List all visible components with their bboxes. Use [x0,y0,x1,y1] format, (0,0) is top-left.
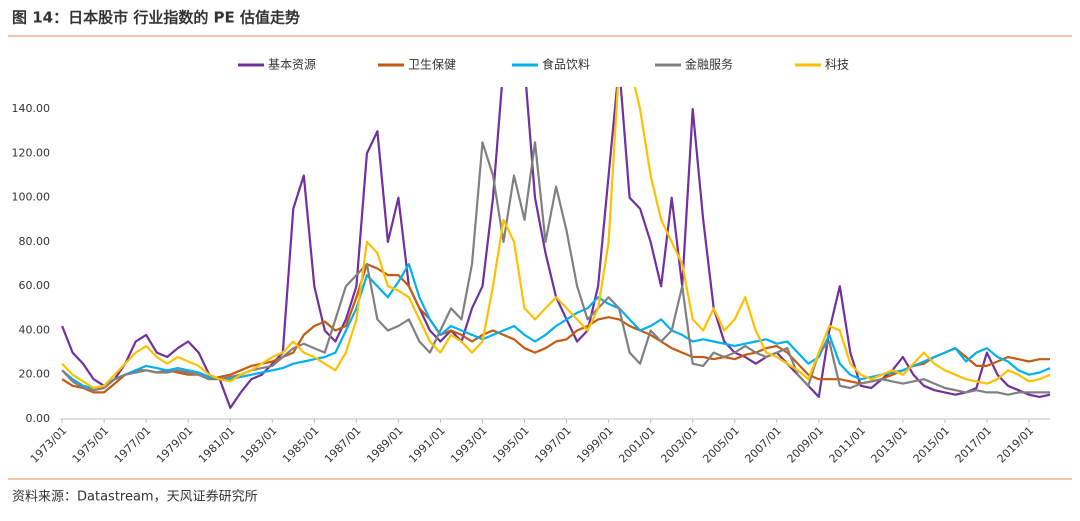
x-tick-label: 2009/01 [785,424,827,466]
y-tick-label: 0.00 [26,412,51,425]
legend-label: 食品饮料 [542,57,590,72]
x-tick-label: 1973/01 [28,424,70,466]
legend-label: 金融服务 [685,57,733,72]
x-tick-label: 2017/01 [953,424,995,466]
x-tick-label: 1989/01 [364,424,406,466]
x-tick-label: 1983/01 [238,424,280,466]
x-tick-label: 1981/01 [196,424,238,466]
series-line [61,87,1051,409]
legend-label: 基本资源 [268,58,316,72]
legend-label: 卫生保健 [408,58,456,72]
chart-title: 图 14：日本股市 行业指数的 PE 估值走势 [12,9,300,27]
y-tick-label: 140.00 [12,102,51,115]
series-line [61,87,1051,390]
plot-area [61,87,1051,409]
legend-label: 科技 [825,58,849,72]
x-tick-label: 1985/01 [280,424,322,466]
x-tick-label: 2003/01 [658,424,700,466]
y-tick-label: 120.00 [12,146,51,159]
x-tick-label: 1991/01 [406,424,448,466]
source-note: 资料来源：Datastream，天风证券研究所 [12,489,258,505]
x-tick-label: 1977/01 [112,424,154,466]
x-tick-label: 2011/01 [827,424,869,466]
x-tick-label: 1995/01 [490,424,532,466]
series-line [61,263,1050,394]
x-tick-label: 2013/01 [869,424,911,466]
x-tick-label: 2007/01 [742,424,784,466]
x-tick-label: 2001/01 [616,424,658,466]
x-tick-label: 1997/01 [532,424,574,466]
y-tick-label: 100.00 [12,191,51,204]
x-tick-label: 2005/01 [700,424,742,466]
series-line [61,263,1051,390]
y-tick-label: 40.00 [19,323,51,336]
y-tick-label: 60.00 [19,279,51,292]
x-tick-label: 1999/01 [574,424,616,466]
x-tick-label: 2015/01 [911,424,953,466]
x-tick-label: 1987/01 [322,424,364,466]
y-tick-label: 20.00 [19,368,51,381]
series-line [61,141,1050,396]
y-tick-label: 80.00 [19,235,51,248]
x-tick-label: 1975/01 [70,424,112,466]
x-tick-label: 1979/01 [154,424,196,466]
x-tick-label: 2019/01 [995,424,1037,466]
x-tick-label: 1993/01 [448,424,490,466]
